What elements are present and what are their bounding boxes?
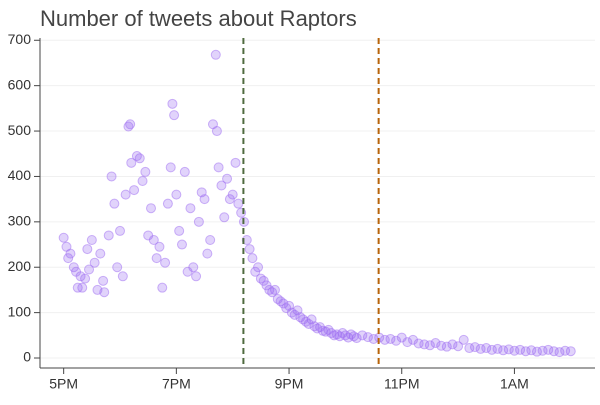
point [89,257,100,268]
x-tick-label: 5PM [49,376,78,392]
point [84,264,95,275]
point [134,153,145,164]
y-tick-label: 500 [8,122,32,138]
y-tick-label: 600 [8,76,32,92]
point [126,157,137,168]
point [205,234,216,245]
point [391,335,402,346]
y-tick-label: 100 [8,303,32,319]
point [174,225,185,236]
point [154,241,165,252]
point [160,257,171,268]
point [151,253,162,264]
point [210,49,221,60]
point [211,126,222,137]
x-tick-label: 11PM [384,376,420,392]
point [385,333,396,344]
point [65,248,76,259]
point [117,271,128,282]
y-tick-label: 300 [8,213,32,229]
point [103,230,114,241]
y-tick-label: 200 [8,258,32,274]
point [106,171,117,182]
point [312,323,323,334]
point [241,234,252,245]
point [193,216,204,227]
y-tick-label: 400 [8,167,32,183]
point [169,110,180,121]
point [112,262,123,273]
point [75,271,86,282]
point [115,225,126,236]
point [230,157,241,168]
point [458,334,469,345]
point [269,284,280,295]
point [146,203,156,214]
y-tick-label: 0 [23,349,31,365]
point [165,162,176,173]
point [202,248,213,259]
point [247,253,258,264]
point [148,234,159,245]
point [157,282,168,293]
point [137,175,148,186]
point [80,273,91,284]
point [565,346,576,357]
point [63,253,74,264]
point [216,180,227,191]
point [185,203,196,214]
point [99,287,110,298]
point [95,248,106,259]
point [109,198,120,209]
point [253,262,264,273]
point [140,166,151,177]
point [424,340,435,351]
point [179,166,190,177]
point [441,341,452,352]
point [162,198,173,209]
x-tick-label: 9PM [275,376,304,392]
point [481,343,492,354]
point [430,338,441,349]
point [408,334,419,345]
point [469,342,480,353]
point [453,341,464,352]
point [82,244,93,255]
point [222,173,233,184]
point [219,212,230,223]
point [120,189,131,200]
x-tick-label: 1AM [500,376,529,392]
point [58,232,69,243]
point [233,198,244,209]
point [167,98,178,109]
point [68,262,79,273]
point [86,234,97,245]
point [447,339,458,350]
y-tick-label: 700 [8,31,32,47]
point [402,337,413,348]
point [125,119,136,130]
point [357,330,368,341]
point [213,162,224,173]
point [77,282,88,293]
point [362,332,373,343]
chart-title: Number of tweets about Raptors [40,6,357,31]
point [98,275,109,286]
point [227,189,238,200]
point [199,194,210,205]
x-tick-label: 7PM [162,376,191,392]
point [188,262,199,273]
point [191,271,202,282]
point [171,189,182,200]
point [351,333,362,344]
point [244,244,255,255]
point [129,185,140,196]
point [176,239,187,250]
